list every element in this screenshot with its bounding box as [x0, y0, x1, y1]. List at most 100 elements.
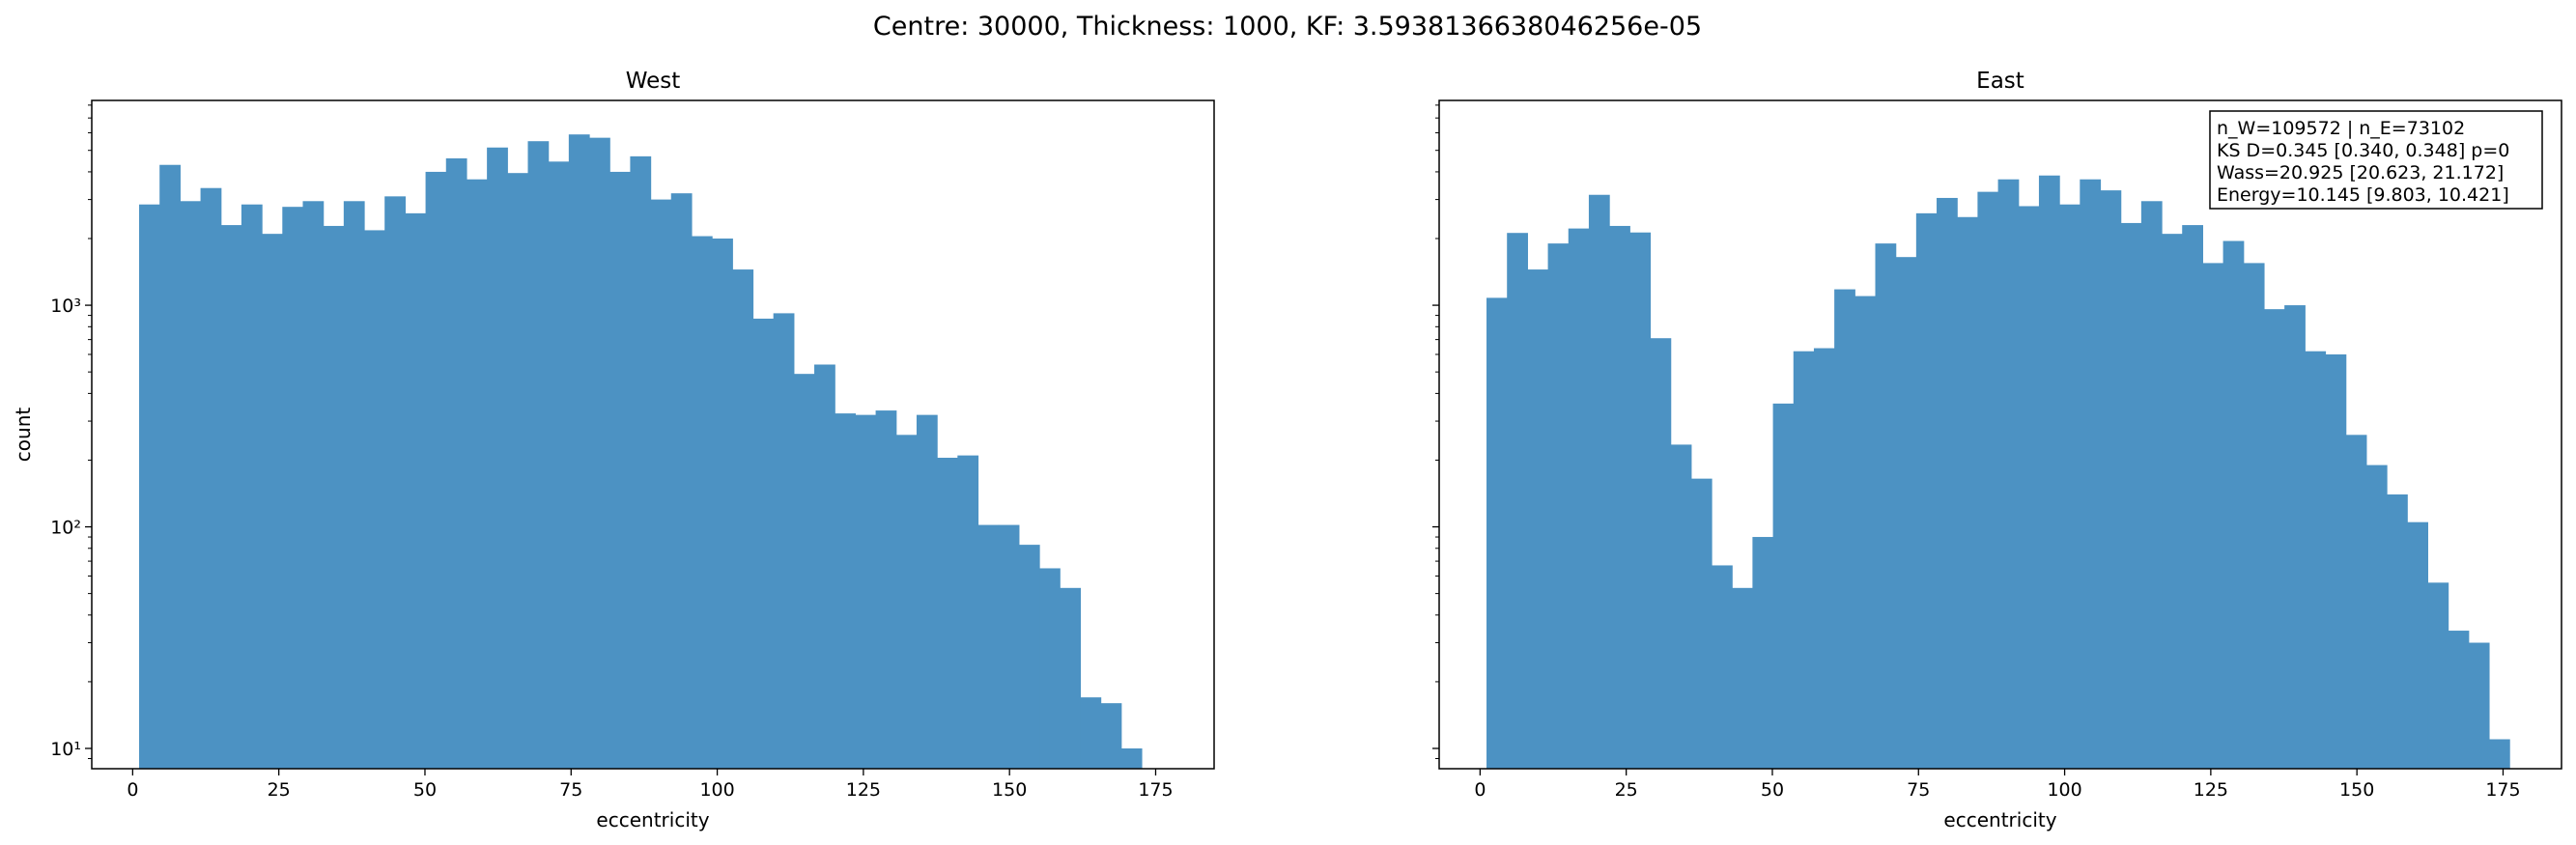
west-bar [998, 524, 1020, 769]
west-bar [1120, 748, 1143, 769]
west-bar [302, 201, 325, 769]
east-bar [1813, 348, 1835, 769]
west-bar [364, 230, 385, 770]
east-bar [2018, 206, 2040, 770]
west-x-tick-label: 25 [268, 779, 291, 801]
west-bar [895, 435, 918, 769]
east-bar [1732, 587, 1753, 769]
west-y-ticks: 10¹ 10² 10³ [50, 296, 92, 760]
west-bar [466, 179, 488, 769]
east-axes: 0 25 50 75 100 125 150 175 East eccentricity n_… [1432, 69, 2562, 831]
east-x-axis-label: eccentricity [1943, 808, 2056, 831]
east-bar [1957, 216, 1978, 769]
east-bar [2100, 190, 2122, 770]
east-bar [1772, 403, 1795, 769]
east-x-tick-label: 50 [1761, 779, 1784, 801]
east-bar [1629, 232, 1652, 770]
west-bar [957, 455, 979, 769]
west-bar [670, 193, 693, 770]
east-x-tick-label: 75 [1907, 779, 1930, 801]
east-bar [1486, 297, 1508, 769]
west-bar [425, 171, 447, 769]
west-x-tick-label: 100 [699, 779, 734, 801]
east-bar [2222, 240, 2245, 769]
west-bar [609, 171, 631, 769]
west-bar [630, 155, 652, 769]
west-x-tick-label: 175 [1138, 779, 1173, 801]
east-bar [1937, 197, 1958, 769]
east-bar [1712, 565, 1733, 769]
east-x-tick-label: 125 [2194, 779, 2228, 801]
west-bar [507, 173, 529, 769]
west-bar [548, 161, 570, 769]
east-bar [2202, 263, 2224, 769]
east-bar [1997, 179, 2020, 769]
east-bar [1670, 444, 1692, 769]
east-bar [2120, 222, 2142, 769]
west-bar [1018, 545, 1040, 769]
stats-box-frame [2209, 110, 2543, 210]
east-bar [1895, 257, 1917, 769]
east-x-tick-label: 150 [2339, 779, 2374, 801]
west-axes: 10¹ 10² 10³ 0 25 50 75 100 125 150 175 West eccen… [12, 69, 1215, 831]
east-bar [2140, 201, 2163, 769]
west-bar [282, 207, 304, 769]
east-x-tick-label: 0 [1474, 779, 1486, 801]
west-bar [139, 204, 160, 770]
east-bar [2284, 305, 2306, 769]
west-bar [1060, 587, 1081, 769]
east-bar [1690, 478, 1713, 769]
east-bar [2407, 521, 2428, 769]
east-bar [1547, 243, 1570, 769]
stats-line-energy: Energy=10.145 [9.803, 10.421] [2217, 184, 2509, 206]
west-bar [855, 414, 877, 769]
west-bar [793, 374, 815, 769]
west-x-axis-label: eccentricity [596, 808, 709, 831]
east-bar [2182, 225, 2203, 769]
west-x-ticks: 0 25 50 75 100 125 150 175 [127, 769, 1174, 801]
west-x-tick-label: 75 [559, 779, 582, 801]
east-bar [2365, 465, 2388, 769]
east-bar [2305, 351, 2327, 769]
west-bar [200, 187, 222, 770]
east-bar [2387, 494, 2408, 769]
east-title: East [1976, 69, 2024, 94]
stats-line-counts: n_W=109572 | n_E=73102 [2217, 118, 2465, 139]
figure-suptitle: Centre: 30000, Thickness: 1000, KF: 3.59… [873, 12, 1702, 42]
west-bar [445, 158, 467, 769]
west-y-tick-label: 10¹ [50, 739, 81, 760]
west-bar [323, 225, 345, 769]
east-histogram-bars [1486, 175, 2510, 770]
west-y-axis-label: count [12, 408, 35, 463]
east-bar [2080, 179, 2102, 769]
west-bar [1039, 568, 1061, 769]
east-bar [1527, 269, 1549, 769]
stats-line-wasserstein: Wass=20.925 [20.623, 21.172] [2217, 162, 2504, 183]
east-bar [1752, 537, 1774, 769]
east-bar [1588, 194, 1610, 770]
west-bar [487, 147, 508, 769]
west-bar [1080, 697, 1102, 769]
east-bar [2427, 582, 2449, 769]
east-bar [2345, 435, 2367, 769]
east-bar [2448, 631, 2470, 769]
east-bar [2263, 309, 2285, 769]
west-bar [343, 201, 365, 769]
west-bar [773, 313, 795, 769]
west-bar [220, 225, 242, 769]
west-y-tick-label: 10² [50, 518, 81, 539]
east-bar [2162, 234, 2183, 769]
east-bar [1875, 243, 1897, 769]
east-plot-frame [1438, 99, 2562, 770]
west-bar [241, 204, 263, 770]
west-y-tick-label: 10³ [50, 296, 81, 317]
west-bar [977, 524, 1000, 769]
west-bar [180, 201, 202, 769]
east-bar [2059, 204, 2081, 770]
east-bar [2325, 353, 2347, 769]
west-bar [875, 410, 897, 769]
west-x-tick-label: 0 [127, 779, 138, 801]
east-bar [1915, 212, 1938, 770]
stats-line-ks: KS D=0.345 [0.340, 0.348] p=0 [2217, 140, 2509, 161]
